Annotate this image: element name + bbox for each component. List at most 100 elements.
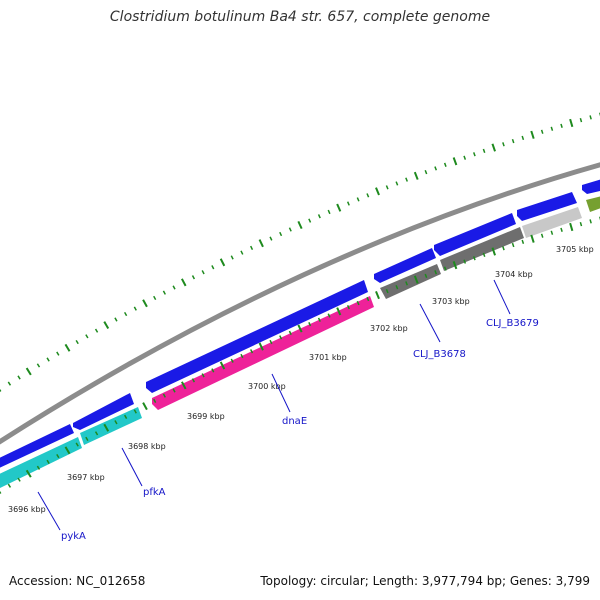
tick-label: 3703 kbp [432, 297, 470, 306]
minor-tick [405, 177, 408, 182]
tick-label: 3701 kbp [309, 353, 347, 362]
minor-tick [56, 453, 60, 459]
forward-cds [582, 179, 600, 194]
major-tick [336, 203, 342, 212]
major-tick [530, 234, 535, 243]
major-tick [219, 258, 226, 267]
minor-tick [94, 431, 99, 436]
minor-tick [279, 231, 283, 237]
major-tick [452, 261, 458, 270]
major-tick [375, 187, 380, 196]
minor-tick [211, 368, 215, 373]
minor-tick [7, 483, 12, 488]
tick-label: 3699 kbp [187, 412, 225, 421]
minor-tick [482, 252, 486, 257]
minor-tick [153, 398, 157, 403]
leader-line [493, 279, 511, 315]
minor-tick [94, 328, 99, 333]
minor-tick [172, 388, 176, 393]
major-tick [180, 278, 187, 287]
minor-tick [366, 193, 370, 198]
minor-tick [191, 378, 196, 383]
major-tick [569, 118, 574, 128]
minor-tick [17, 375, 21, 380]
minor-tick [521, 135, 525, 141]
minor-tick [279, 335, 283, 340]
forward-strand [0, 179, 600, 468]
major-tick [297, 324, 303, 333]
minor-tick [502, 246, 505, 251]
minor-tick [308, 218, 312, 223]
major-tick [297, 220, 303, 230]
minor-tick [288, 227, 292, 232]
inner-tick-ring [0, 216, 600, 494]
minor-tick [123, 414, 128, 419]
minor-tick [240, 250, 244, 255]
forward-cds [434, 213, 516, 256]
reverse-cds-pykA [0, 437, 82, 488]
major-tick [491, 247, 496, 256]
major-tick [142, 402, 148, 411]
tick-label: 3705 kbp [556, 245, 594, 254]
minor-tick [356, 300, 360, 306]
major-tick [219, 361, 226, 370]
reverse-cds [522, 207, 582, 238]
minor-tick [230, 255, 234, 260]
tick-label: 3702 kbp [370, 324, 408, 333]
minor-tick [366, 296, 370, 302]
minor-tick [114, 317, 118, 322]
major-tick [258, 342, 264, 351]
minor-tick [46, 357, 50, 362]
minor-tick [201, 270, 205, 275]
gene-label-pykA: pykA [61, 531, 86, 542]
minor-tick [85, 436, 89, 442]
major-tick [491, 143, 496, 152]
minor-tick [191, 275, 196, 280]
minor-tick [17, 477, 21, 482]
minor-tick [308, 321, 312, 327]
map-title: Clostridium botulinum Ba4 str. 657, comp… [109, 9, 491, 25]
minor-tick [463, 155, 467, 160]
minor-tick [424, 169, 428, 175]
minor-tick [473, 256, 476, 261]
major-tick [530, 130, 535, 139]
minor-tick [201, 373, 205, 378]
leader-line [271, 373, 291, 413]
major-tick [64, 446, 71, 455]
minor-tick [405, 281, 408, 286]
gene-labels: pykA pfkA dnaE CLJ_B3678 CLJ_B3679 [61, 318, 539, 542]
minor-tick [579, 221, 583, 227]
minor-tick [540, 129, 544, 134]
minor-tick [56, 351, 60, 356]
minor-tick [550, 230, 554, 235]
major-tick [569, 222, 574, 232]
minor-tick [75, 442, 79, 447]
minor-tick [162, 393, 166, 398]
major-tick [336, 307, 342, 316]
forward-cds [374, 248, 436, 283]
minor-tick [473, 152, 476, 157]
minor-tick [327, 313, 331, 318]
minor-tick [317, 317, 321, 322]
minor-tick [356, 197, 360, 202]
tick-label: 3696 kbp [8, 505, 46, 514]
leader-line [37, 491, 61, 531]
reverse-cds-pfkA [80, 407, 142, 445]
minor-tick [434, 166, 438, 171]
major-tick [413, 275, 419, 284]
minor-tick [75, 339, 79, 345]
minor-tick [521, 239, 525, 245]
minor-tick [36, 465, 41, 470]
minor-tick [317, 214, 321, 219]
major-tick [103, 423, 110, 432]
minor-tick [502, 142, 505, 147]
gene-label-CLJ_B3679: CLJ_B3679 [486, 318, 539, 329]
minor-tick [114, 420, 118, 425]
reverse-cds-CLJ_B3679 [440, 227, 524, 271]
reverse-strand [0, 196, 600, 488]
minor-tick [240, 353, 244, 359]
major-tick [142, 299, 148, 308]
forward-cds [0, 424, 74, 468]
minor-tick [540, 233, 544, 238]
